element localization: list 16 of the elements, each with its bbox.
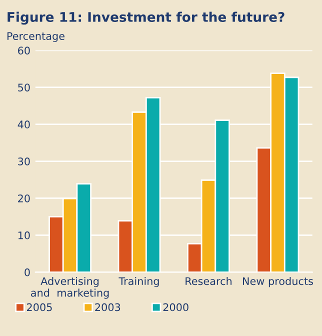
legend-label: 2000 — [163, 303, 188, 312]
legend-label: 2003 — [95, 303, 120, 312]
y-tick-label: 20 — [18, 194, 30, 202]
x-tick-label: New products — [242, 277, 313, 288]
x-tick-label: Advertising and marketing — [31, 277, 109, 299]
chart-title: Figure 11: Investment for the future? — [8, 12, 284, 25]
y-tick-label: 50 — [18, 84, 30, 92]
y-tick-label: 10 — [18, 231, 30, 240]
x-tick-label: Research — [186, 277, 232, 286]
y-axis-title: Percentage — [7, 32, 64, 42]
y-tick-label: 0 — [24, 268, 30, 276]
legend-label: 2005 — [26, 303, 52, 312]
y-tick-label: 30 — [18, 158, 30, 166]
y-tick-label: 40 — [18, 120, 30, 128]
y-tick-label: 60 — [18, 46, 30, 55]
x-tick-label: Training — [118, 277, 159, 288]
